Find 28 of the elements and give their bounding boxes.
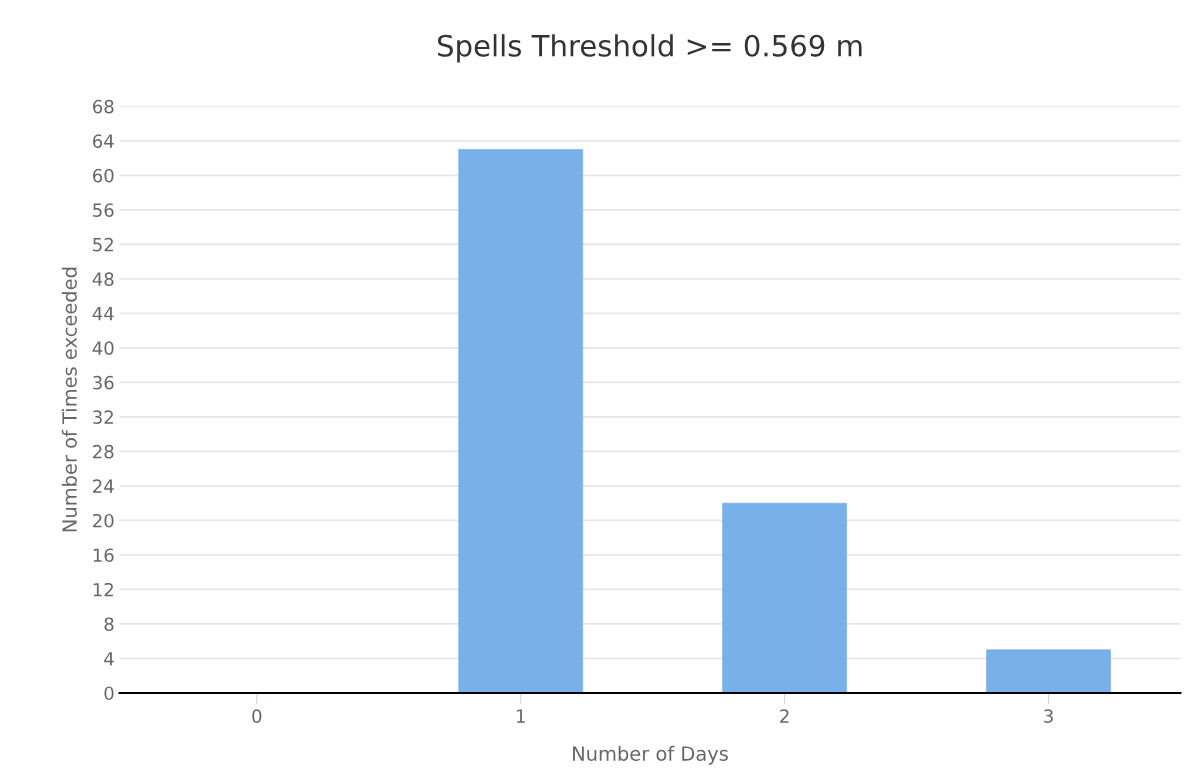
chart-title: Spells Threshold >= 0.569 m [437,34,862,63]
y-tick-label: 48 [92,272,114,286]
y-tick-label: 4 [104,652,114,666]
x-tick-label: 3 [1044,709,1053,723]
y-tick-label: 52 [93,237,113,252]
y-tick-label: 24 [93,479,114,493]
y-axis-title: Number of Times exceeded [61,267,77,532]
y-tick-label: 8 [104,617,114,632]
x-tick-label: 1 [516,709,525,723]
bar [722,502,847,693]
y-tick-label: 44 [92,307,114,321]
y-tick-label: 36 [93,375,114,390]
x-tick-label: 0 [252,709,262,723]
bar [458,149,584,693]
x-axis-title: Number of Days [573,745,728,765]
bar [986,649,1111,693]
y-tick-label: 12 [93,582,113,597]
y-tick-label: 0 [104,686,114,701]
y-tick-label: 60 [93,168,114,183]
y-tick-label: 16 [93,548,114,563]
y-tick-label: 64 [93,134,114,148]
y-tick-label: 20 [93,513,114,528]
y-tick-label: 28 [93,444,114,459]
y-tick-label: 56 [93,203,114,217]
x-tick-label: 2 [780,709,789,723]
y-tick-label: 40 [92,341,114,355]
y-tick-label: 68 [93,99,114,114]
y-tick-label: 32 [93,410,113,425]
